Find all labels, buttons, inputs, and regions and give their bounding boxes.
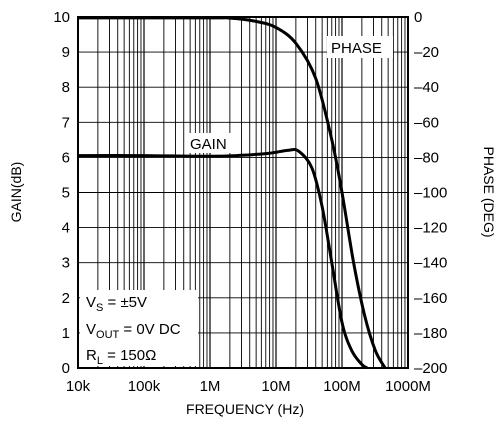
plot-frame: [77, 16, 409, 369]
vs-condition: VS = ±5V: [86, 294, 147, 314]
x-axis-title: FREQUENCY (Hz): [186, 401, 304, 417]
y-right-tick-label: –160: [414, 290, 447, 307]
y-right-tick-label: –100: [414, 185, 447, 202]
series-gain-line: [77, 147, 368, 370]
y-left-axis-title: GAIN(dB): [8, 162, 24, 223]
y-left-tick-label: 4: [62, 220, 70, 237]
y-right-tick-label: –40: [414, 79, 439, 96]
x-tick-label: 10M: [261, 378, 290, 395]
y-left-tick-label: 9: [62, 44, 70, 61]
y-left-tick-label: 5: [62, 185, 70, 202]
y-left-tick-label: 3: [62, 255, 70, 272]
y-right-tick-label: –140: [414, 255, 447, 272]
phase-label-bg: [327, 36, 393, 58]
y-right-tick-label: –200: [414, 360, 447, 377]
rl-condition: RL = 150Ω: [86, 347, 156, 367]
y-right-tick-label: –180: [414, 325, 447, 342]
y-right-tick-label: –60: [414, 114, 439, 131]
vout-condition: VOUT = 0V DC: [86, 321, 181, 341]
y-right-axis-title: PHASE (DEG): [481, 146, 497, 237]
y-left-tick-label: 1: [62, 325, 70, 342]
y-left-tick-label: 7: [62, 114, 70, 131]
gain-curve-label: GAIN: [190, 136, 227, 153]
phase-curve-label: PHASE: [331, 40, 382, 57]
y-left-tick-label: 6: [62, 149, 70, 166]
y-right-tick-label: 0: [414, 9, 422, 26]
tick-labels: 10k 100k 1M 10M 100M 1000M 0 1 2 3 4 5 6 7 8 9 10 0 –20 –40…: [53, 9, 447, 395]
y-right-tick-label: –20: [414, 44, 439, 61]
y-left-tick-label: 2: [62, 290, 70, 307]
x-tick-label: 100M: [323, 378, 361, 395]
x-tick-label: 100k: [128, 378, 161, 395]
x-tick-label: 1000M: [385, 378, 431, 395]
y-right-tick-label: –120: [414, 220, 447, 237]
gain-label-bg: [186, 133, 232, 153]
y-right-tick-label: –80: [414, 149, 439, 166]
x-tick-label: 1M: [200, 378, 221, 395]
conditions-box-bg: [80, 290, 198, 366]
y-left-tick-label: 8: [62, 79, 70, 96]
y-left-tick-label: 10: [53, 9, 70, 26]
y-left-tick-label: 0: [62, 360, 70, 377]
x-tick-label: 10k: [66, 378, 91, 395]
